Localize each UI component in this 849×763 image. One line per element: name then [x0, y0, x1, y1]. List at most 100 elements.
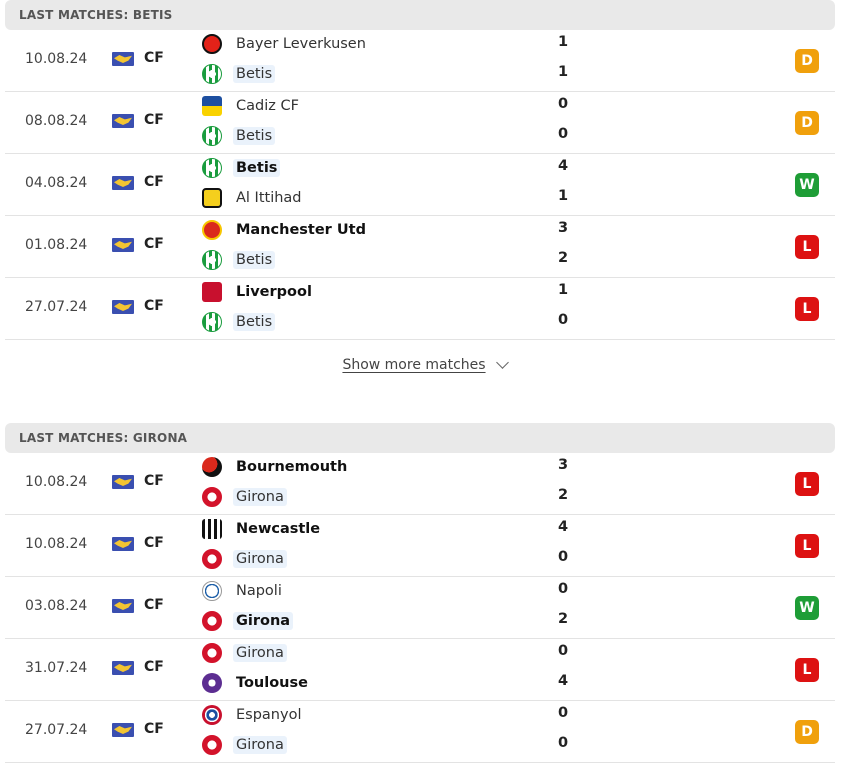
competition-label: CF	[144, 535, 164, 551]
away-team[interactable]: Girona	[202, 485, 287, 509]
match-row[interactable]: 04.08.24 CF Betis Al Ittihad 4 1 W	[5, 154, 835, 216]
home-score: 0	[557, 643, 569, 659]
betis-crest-icon	[202, 158, 222, 178]
match-date: 10.08.24	[25, 51, 88, 67]
away-team[interactable]: Girona	[202, 609, 294, 633]
away-team[interactable]: Betis	[202, 310, 276, 334]
toulouse-crest-icon	[202, 673, 222, 693]
section-0: LAST MATCHES: BETIS 10.08.24 CF Bayer Le…	[0, 0, 849, 390]
betis-crest-icon	[202, 64, 222, 84]
girona-crest-icon	[202, 549, 222, 569]
home-team[interactable]: Betis	[202, 156, 281, 180]
away-team-name: Girona	[233, 736, 287, 754]
home-team[interactable]: Espanyol	[202, 703, 304, 727]
home-team[interactable]: Napoli	[202, 579, 285, 603]
match-row[interactable]: 03.08.24 CF Napoli Girona 0 2 W	[5, 577, 835, 639]
napoli-crest-icon	[202, 581, 222, 601]
away-team-name: Girona	[233, 488, 287, 506]
home-team-name: Manchester Utd	[236, 222, 366, 238]
girona-crest-icon	[202, 611, 222, 631]
club-friendly-flag-icon	[112, 238, 134, 252]
home-score: 3	[557, 457, 569, 473]
result-badge: D	[795, 111, 819, 135]
result-badge: L	[795, 235, 819, 259]
away-team[interactable]: Betis	[202, 248, 276, 272]
home-team[interactable]: Bayer Leverkusen	[202, 32, 369, 56]
competition-label: CF	[144, 236, 164, 252]
away-score: 2	[557, 487, 569, 503]
home-score: 1	[557, 282, 569, 298]
match-row[interactable]: 10.08.24 CF Bayer Leverkusen Betis 1 1 D	[5, 30, 835, 92]
home-score: 4	[557, 519, 569, 535]
result-badge: W	[795, 596, 819, 620]
match-row[interactable]: 31.07.24 CF Girona Toulouse 0 4 L	[5, 639, 835, 701]
home-team[interactable]: Cadiz CF	[202, 94, 302, 118]
away-score: 0	[557, 126, 569, 142]
match-row[interactable]: 27.07.24 CF Espanyol Girona 0 0 D	[5, 701, 835, 763]
result-badge: W	[795, 173, 819, 197]
match-date: 27.07.24	[25, 722, 88, 738]
away-team[interactable]: Betis	[202, 124, 276, 148]
home-team[interactable]: Girona	[202, 641, 287, 665]
away-team-name: Girona	[233, 612, 294, 630]
competition-label: CF	[144, 721, 164, 737]
competition-label: CF	[144, 659, 164, 675]
away-score: 2	[557, 611, 569, 627]
result-badge: L	[795, 534, 819, 558]
club-friendly-flag-icon	[112, 723, 134, 737]
result-badge: L	[795, 472, 819, 496]
match-row[interactable]: 10.08.24 CF Newcastle Girona 4 0 L	[5, 515, 835, 577]
result-badge: L	[795, 297, 819, 321]
result-badge: D	[795, 720, 819, 744]
away-team[interactable]: Girona	[202, 547, 287, 571]
home-team[interactable]: Manchester Utd	[202, 218, 369, 242]
away-score: 0	[557, 312, 569, 328]
away-team[interactable]: Toulouse	[202, 671, 311, 695]
manutd-crest-icon	[202, 220, 222, 240]
away-score: 2	[557, 250, 569, 266]
home-team-name: Napoli	[236, 583, 282, 599]
club-friendly-flag-icon	[112, 176, 134, 190]
match-date: 10.08.24	[25, 474, 88, 490]
match-row[interactable]: 08.08.24 CF Cadiz CF Betis 0 0 D	[5, 92, 835, 154]
section-title: LAST MATCHES: BETIS	[5, 0, 835, 30]
chevron-down-icon	[495, 356, 509, 369]
away-team[interactable]: Girona	[202, 733, 287, 757]
away-team-name: Betis	[233, 127, 276, 145]
home-team[interactable]: Bournemouth	[202, 455, 350, 479]
betis-crest-icon	[202, 126, 222, 146]
home-score: 1	[557, 34, 569, 50]
match-row[interactable]: 01.08.24 CF Manchester Utd Betis 3 2 L	[5, 216, 835, 278]
away-score: 1	[557, 64, 569, 80]
betis-crest-icon	[202, 312, 222, 332]
leverkusen-crest-icon	[202, 34, 222, 54]
away-team-name: Toulouse	[236, 675, 308, 691]
away-team[interactable]: Betis	[202, 62, 276, 86]
away-team[interactable]: Al Ittihad	[202, 186, 305, 210]
competition-label: CF	[144, 174, 164, 190]
match-date: 10.08.24	[25, 536, 88, 552]
show-more-button[interactable]: Show more matches	[0, 340, 849, 390]
home-team-name: Newcastle	[236, 521, 321, 537]
cadiz-crest-icon	[202, 96, 222, 116]
match-row[interactable]: 10.08.24 CF Bournemouth Girona 3 2 L	[5, 453, 835, 515]
away-score: 4	[557, 673, 569, 689]
away-team-name: Girona	[233, 550, 287, 568]
home-team[interactable]: Newcastle	[202, 517, 323, 541]
match-date: 08.08.24	[25, 113, 88, 129]
match-row[interactable]: 27.07.24 CF Liverpool Betis 1 0 L	[5, 278, 835, 340]
home-score: 3	[557, 220, 569, 236]
away-team-name: Betis	[233, 65, 276, 83]
liverpool-crest-icon	[202, 282, 222, 302]
home-team-name: Girona	[233, 644, 287, 662]
home-team[interactable]: Liverpool	[202, 280, 315, 304]
away-team-name: Betis	[233, 313, 276, 331]
match-date: 04.08.24	[25, 175, 88, 191]
espanyol-crest-icon	[202, 705, 222, 725]
section-title: LAST MATCHES: GIRONA	[5, 423, 835, 453]
ittihad-crest-icon	[202, 188, 222, 208]
home-team-name: Bayer Leverkusen	[236, 36, 366, 52]
club-friendly-flag-icon	[112, 475, 134, 489]
home-team-name: Cadiz CF	[236, 98, 299, 114]
club-friendly-flag-icon	[112, 661, 134, 675]
